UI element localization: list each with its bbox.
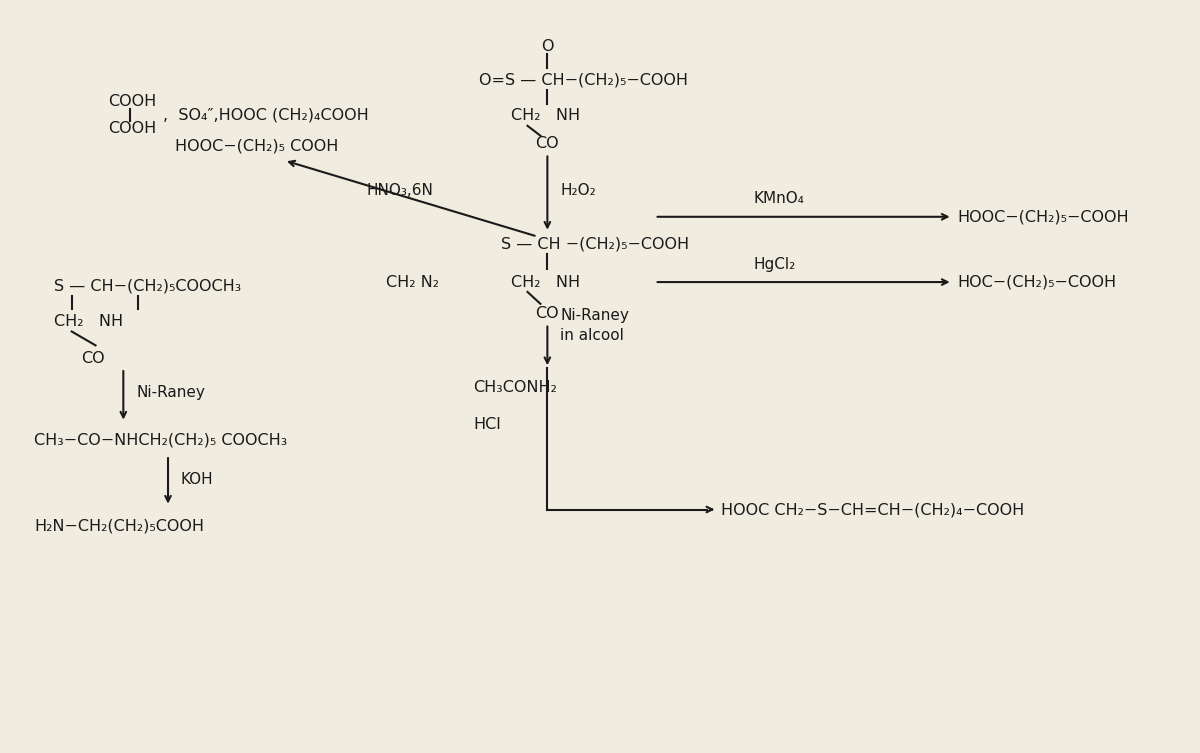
Text: COOH: COOH <box>108 121 157 136</box>
Text: O: O <box>541 39 553 54</box>
Text: S — CH −(CH₂)₅−COOH: S — CH −(CH₂)₅−COOH <box>500 237 689 252</box>
Text: CH₂ N₂: CH₂ N₂ <box>386 275 439 290</box>
Text: CH₃−CO−NHCH₂(CH₂)₅ COOCH₃: CH₃−CO−NHCH₂(CH₂)₅ COOCH₃ <box>34 433 287 448</box>
Text: HCl: HCl <box>473 417 500 432</box>
Text: HNO₃,6N: HNO₃,6N <box>367 182 433 197</box>
Text: COOH: COOH <box>108 93 157 108</box>
Text: ,  SO₄″,HOOC (CH₂)₄COOH: , SO₄″,HOOC (CH₂)₄COOH <box>163 108 368 123</box>
Text: CO: CO <box>535 306 559 322</box>
Text: O=S — CH−(CH₂)₅−COOH: O=S — CH−(CH₂)₅−COOH <box>479 73 688 88</box>
Text: HOOC−(CH₂)₅−COOH: HOOC−(CH₂)₅−COOH <box>958 209 1129 224</box>
Text: H₂O₂: H₂O₂ <box>560 182 596 197</box>
Text: CH₂   NH: CH₂ NH <box>511 275 580 290</box>
Text: HOOC−(CH₂)₅ COOH: HOOC−(CH₂)₅ COOH <box>175 138 338 153</box>
Text: HOOC CH₂−S−CH=CH−(CH₂)₄−COOH: HOOC CH₂−S−CH=CH−(CH₂)₄−COOH <box>721 502 1025 517</box>
Text: Ni-Raney: Ni-Raney <box>137 386 205 401</box>
Text: KOH: KOH <box>181 472 214 487</box>
Text: HOC−(CH₂)₅−COOH: HOC−(CH₂)₅−COOH <box>958 275 1117 290</box>
Text: H₂N−CH₂(CH₂)₅COOH: H₂N−CH₂(CH₂)₅COOH <box>34 519 204 534</box>
Text: CO: CO <box>82 351 106 366</box>
Text: CH₃CONH₂: CH₃CONH₂ <box>473 380 557 395</box>
Text: HgCl₂: HgCl₂ <box>754 257 796 272</box>
Text: S — CH−(CH₂)₅COOCH₃: S — CH−(CH₂)₅COOCH₃ <box>54 279 241 294</box>
Text: CH₂   NH: CH₂ NH <box>54 314 122 329</box>
Text: CO: CO <box>535 136 559 151</box>
Text: KMnO₄: KMnO₄ <box>754 191 805 206</box>
Text: Ni-Raney: Ni-Raney <box>560 308 629 323</box>
Text: in alcool: in alcool <box>560 328 624 343</box>
Text: CH₂   NH: CH₂ NH <box>511 108 580 123</box>
